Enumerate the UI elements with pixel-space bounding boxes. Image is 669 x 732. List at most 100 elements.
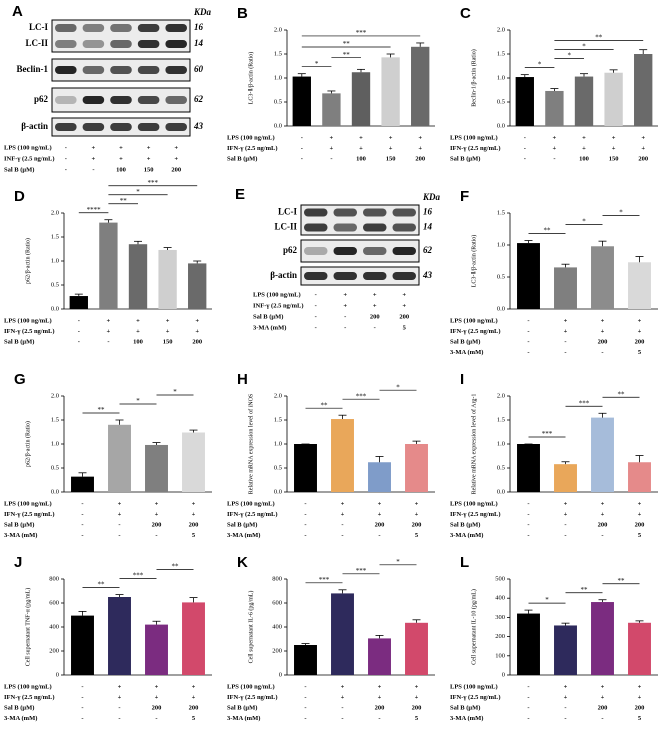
significance-label: ** [343,40,351,48]
treatment-cell: - [304,694,306,701]
treatment-cell: - [304,521,306,528]
treatment-label: Sal B (μM) [4,704,34,711]
treatment-cell: - [527,500,529,507]
treatment-cell: - [527,317,529,324]
y-tick-label: 0.0 [274,122,282,129]
treatment-cell: + [166,317,170,324]
y-tick-label: 0.0 [51,488,59,495]
treatment-cell: 150 [609,155,619,162]
bar [517,444,540,492]
y-tick-label: 1.5 [51,416,59,423]
blot-band [333,247,357,255]
bar [182,602,205,675]
treatment-cell: - [301,145,303,152]
y-tick-label: 0.5 [51,464,59,471]
treatment-cell: - [601,715,603,722]
treatment-cell: - [81,511,83,518]
blot-band [55,66,77,74]
bar [294,444,317,492]
treatment-label: IFN-γ (2.5 ng/mL) [227,145,278,152]
blot-band [165,96,187,104]
treatment-cell: 200 [189,521,199,528]
blot-box [300,266,420,286]
significance-label: * [136,397,140,405]
blot-band [165,66,187,74]
treatment-cell: - [527,521,529,528]
treatment-cell: + [402,291,406,298]
treatment-cell: + [564,500,568,507]
significance-label: * [538,61,542,69]
blot-band [110,123,132,131]
bar [554,267,577,309]
treatment-label: IFN-γ (2.5 ng/mL) [4,328,55,335]
y-tick-label: 0.5 [497,98,505,105]
treatment-cell: + [195,317,199,324]
treatment-cell: + [359,145,363,152]
treatment-cell: - [341,532,343,539]
blot-band [82,66,105,74]
treatment-cell: + [564,683,568,690]
treatment-label: LPS (100 ng/mL) [4,683,52,690]
treatment-cell: - [564,715,566,722]
bar [145,624,168,675]
y-tick-label: 0 [502,671,505,678]
treatment-cell: + [341,683,345,690]
treatment-cell: - [304,532,306,539]
blot-band [392,208,416,217]
blot-band [333,272,357,280]
treatment-cell: - [564,521,566,528]
treatment-cell: + [418,145,422,152]
treatment-cell: + [174,155,178,162]
treatment-cell: + [582,134,586,141]
treatment-cell: - [118,715,120,722]
bar [99,222,118,309]
y-tick-label: 2.0 [51,392,59,399]
treatment-label: LPS (100 ng/mL) [450,134,498,141]
y-tick-label: 1.5 [274,416,282,423]
blot-label: p62 [283,245,298,255]
treatment-label: LPS (100 ng/mL) [4,500,52,507]
bar [351,72,371,126]
bar [108,424,131,492]
treatment-label: IFN-γ (2.5 ng/mL) [227,511,278,518]
treatment-cell: + [564,317,568,324]
treatment-cell: 150 [163,338,173,345]
blot-label: LC-II [25,38,48,48]
treatment-cell: - [81,715,83,722]
treatment-cell: - [78,328,80,335]
blot-band [82,40,105,48]
treatment-cell: 5 [415,715,419,722]
bar [158,249,177,309]
significance-label: * [619,209,623,217]
significance-label: *** [319,576,330,584]
treatment-cell: + [638,328,642,335]
y-tick-label: 600 [272,599,282,606]
treatment-cell: 200 [375,704,385,711]
panel-letter: K [237,554,248,571]
treatment-cell: 200 [192,338,202,345]
significance-label: *** [356,567,367,575]
significance-label: ** [98,581,106,589]
significance-label: * [567,52,571,60]
treatment-cell: 100 [116,166,126,173]
treatment-cell: - [564,338,566,345]
blot-band [165,123,187,131]
treatment-cell: + [415,683,419,690]
bar [604,72,623,126]
panel-letter: F [460,188,469,205]
kda-label: 14 [194,38,204,48]
treatment-cell: + [389,145,393,152]
y-tick-label: 0.5 [274,464,282,471]
significance-label: ** [581,586,589,594]
treatment-cell: + [166,328,170,335]
blot-band [55,96,77,104]
treatment-cell: + [92,155,96,162]
treatment-cell: - [65,166,67,173]
treatment-cell: 200 [375,521,385,528]
treatment-cell: + [147,155,151,162]
significance-label: ** [172,563,180,571]
blot-band [55,123,77,131]
treatment-cell: - [524,155,526,162]
treatment-cell: - [81,683,83,690]
treatment-cell: - [601,532,603,539]
